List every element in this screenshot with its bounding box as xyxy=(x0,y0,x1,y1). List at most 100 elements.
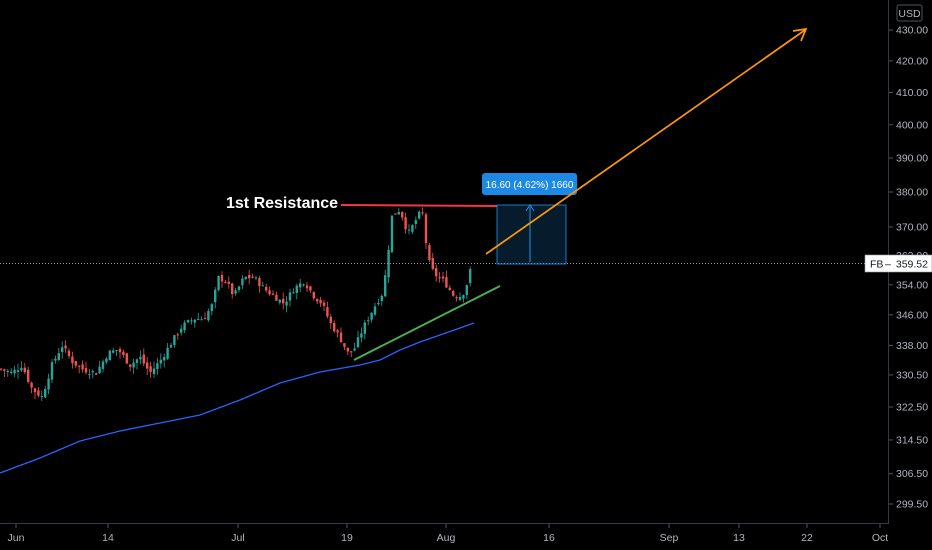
y-tick-label: 390.00 xyxy=(896,152,928,164)
candle-body xyxy=(149,366,152,372)
candle-body xyxy=(356,337,360,348)
candle-body xyxy=(319,299,322,304)
candle-body xyxy=(81,364,84,370)
candle-body xyxy=(265,286,268,291)
candle-body xyxy=(254,277,258,279)
candle-body xyxy=(118,348,122,353)
candle-body xyxy=(292,292,295,294)
candle-body xyxy=(329,316,332,323)
candle-body xyxy=(424,214,428,244)
candle-body xyxy=(61,347,64,352)
currency-badge[interactable] xyxy=(896,4,923,22)
candle-body xyxy=(237,286,241,291)
candle-body xyxy=(163,357,166,361)
candle-body xyxy=(401,212,404,218)
candle-body xyxy=(47,378,50,390)
candle-body xyxy=(169,345,173,348)
candle-body xyxy=(390,215,394,253)
candle-body xyxy=(448,287,451,290)
candle-body xyxy=(441,276,445,279)
y-tick-label: 430.00 xyxy=(896,25,928,37)
candle-body xyxy=(0,368,3,370)
candle-body xyxy=(394,213,397,215)
measure-label: 16.60 (4.62%) 1660 xyxy=(486,180,574,191)
candle-body xyxy=(33,388,37,393)
candle-body xyxy=(312,292,315,299)
candle-body xyxy=(210,304,213,312)
candle-body xyxy=(414,220,417,224)
candle-body xyxy=(469,269,472,284)
x-tick-label: 13 xyxy=(733,532,745,544)
y-tick-label: 346.00 xyxy=(896,309,928,321)
candle-body xyxy=(397,211,400,215)
candle-body xyxy=(95,373,98,375)
candle-body xyxy=(44,388,47,398)
candle-body xyxy=(411,225,414,232)
candle-body xyxy=(380,295,383,301)
y-tick-label: 380.00 xyxy=(896,187,928,199)
candle-body xyxy=(428,245,431,261)
candle-body xyxy=(176,334,179,336)
candle-body xyxy=(438,277,441,279)
candle-body xyxy=(37,390,40,396)
time-axis[interactable]: Jun 14 Jul 19 Aug 16 Sep 13 22 Oct xyxy=(0,523,889,550)
candle-body xyxy=(322,302,326,306)
candle-body xyxy=(285,301,288,306)
candle-body xyxy=(71,356,74,364)
price-axis[interactable]: 299.50 306.50 314.50 322.50 330.50 338.00 346.… xyxy=(864,0,932,550)
candle-body xyxy=(404,217,407,230)
candle-body xyxy=(387,249,390,278)
candle-body xyxy=(108,350,111,361)
candle-body xyxy=(333,322,336,332)
candles-layer xyxy=(0,207,472,401)
measure-box[interactable] xyxy=(496,204,567,265)
candle-body xyxy=(241,278,244,286)
candle-body xyxy=(190,320,193,322)
symbol-label: FB xyxy=(870,259,883,271)
candle-body xyxy=(30,382,33,388)
candle-body xyxy=(129,364,132,367)
candle-body xyxy=(421,212,424,214)
x-tick-label: 19 xyxy=(341,532,353,544)
candle-body xyxy=(84,368,88,373)
candle-body xyxy=(295,285,298,293)
y-tick-label: 306.50 xyxy=(896,468,928,480)
candle-body xyxy=(23,367,26,373)
candle-body xyxy=(316,299,319,302)
candle-body xyxy=(173,335,176,346)
projection-arrow-line[interactable] xyxy=(485,29,806,255)
y-tick-label: 330.50 xyxy=(896,369,928,381)
candle-body xyxy=(200,319,203,321)
candle-body xyxy=(224,282,227,284)
x-tick-label: 22 xyxy=(801,532,813,544)
candle-body xyxy=(275,294,278,301)
candle-body xyxy=(370,312,373,320)
candle-body xyxy=(367,320,370,322)
candle-body xyxy=(50,362,54,380)
x-tick-label: Sep xyxy=(660,532,679,544)
candle-body xyxy=(373,306,377,315)
x-tick-label: Jul xyxy=(231,532,244,544)
candle-body xyxy=(122,351,125,356)
candle-body xyxy=(214,289,217,303)
projection-arrow-head-icon xyxy=(792,27,808,42)
candle-body xyxy=(135,359,139,363)
candle-body xyxy=(220,275,224,282)
candle-body xyxy=(458,297,462,300)
candle-body xyxy=(336,330,339,333)
candle-body xyxy=(268,290,271,295)
candle-body xyxy=(105,358,108,363)
last-price-badge xyxy=(864,254,932,273)
y-tick-label: 314.50 xyxy=(896,434,928,446)
y-tick-label: 338.00 xyxy=(896,340,928,352)
candle-body xyxy=(54,358,57,361)
candle-body xyxy=(299,283,302,288)
candle-body xyxy=(203,318,207,320)
support-trendline[interactable] xyxy=(353,285,501,361)
candle-body xyxy=(326,307,329,317)
resistance-line[interactable] xyxy=(340,204,498,207)
x-tick-label: 16 xyxy=(543,532,555,544)
candle-body xyxy=(261,285,264,287)
y-tick-label: 420.00 xyxy=(896,55,928,67)
